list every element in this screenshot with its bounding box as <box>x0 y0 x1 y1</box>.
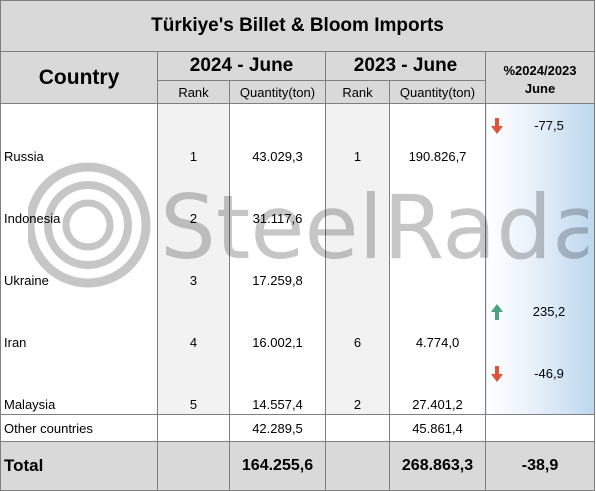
arrow-down-icon <box>491 366 503 382</box>
pct-change-cell <box>484 166 596 228</box>
country-header: Country <box>0 51 158 104</box>
rank-2024-header: Rank <box>157 80 230 104</box>
pct-change-header: %2024/2023 June <box>484 51 596 104</box>
rank-2024-empty <box>157 414 230 442</box>
rank-2023-empty <box>325 414 390 442</box>
quantity-2023 <box>389 228 486 290</box>
total-quantity-2024: 164.255,6 <box>229 441 326 491</box>
rank-2024: 4 <box>157 290 230 352</box>
rank-2023: 1 <box>325 103 390 166</box>
pct-change-cell: 235,2 <box>484 290 596 352</box>
table-row: Indonesia 2 31.117,6 <box>0 166 596 228</box>
period-2024-header: 2024 - June <box>157 51 326 81</box>
table-row: Malaysia 5 14.557,4 2 27.401,2 -46,9 <box>0 352 596 415</box>
pct-change-value: -77,5 <box>534 118 564 133</box>
quantity-2023: 4.774,0 <box>389 290 486 352</box>
total-rank-2024-empty <box>157 441 230 491</box>
quantity-2023 <box>389 166 486 228</box>
quantity-2024: 17.259,8 <box>229 228 326 290</box>
pct-header-line2: June <box>524 81 556 96</box>
arrow-up-icon <box>491 304 503 320</box>
other-quantity-2024: 42.289,5 <box>229 414 326 442</box>
total-label: Total <box>0 441 158 491</box>
rank-2024: 2 <box>157 166 230 228</box>
country-name: Russia <box>0 103 158 166</box>
country-name: Malaysia <box>0 352 158 415</box>
period-2023-header: 2023 - June <box>325 51 486 81</box>
quantity-2023: 27.401,2 <box>389 352 486 415</box>
total-quantity-2023: 268.863,3 <box>389 441 486 491</box>
rank-2024: 3 <box>157 228 230 290</box>
table-row: Russia 1 43.029,3 1 190.826,7 -77,5 <box>0 103 596 166</box>
total-pct-change: -38,9 <box>484 441 596 491</box>
rank-2024: 1 <box>157 103 230 166</box>
pct-change-cell: -46,9 <box>484 352 596 415</box>
quantity-2023: 190.826,7 <box>389 103 486 166</box>
quantity-2024: 31.117,6 <box>229 166 326 228</box>
other-countries-label: Other countries <box>0 414 158 442</box>
other-quantity-2023: 45.861,4 <box>389 414 486 442</box>
rank-2023 <box>325 166 390 228</box>
country-name: Ukraine <box>0 228 158 290</box>
rank-2023: 2 <box>325 352 390 415</box>
pct-change-cell: -77,5 <box>484 103 596 166</box>
rank-2024: 5 <box>157 352 230 415</box>
quantity-2024: 14.557,4 <box>229 352 326 415</box>
quantity-2024: 43.029,3 <box>229 103 326 166</box>
table-row: Ukraine 3 17.259,8 <box>0 228 596 290</box>
rank-2023: 6 <box>325 290 390 352</box>
quantity-2023-header: Quantity(ton) <box>389 80 486 104</box>
quantity-2024-header: Quantity(ton) <box>229 80 326 104</box>
other-countries-row: Other countries 42.289,5 45.861,4 <box>0 414 596 442</box>
rank-2023-header: Rank <box>325 80 390 104</box>
quantity-2024: 16.002,1 <box>229 290 326 352</box>
table-title: Türkiye's Billet & Bloom Imports <box>0 0 596 52</box>
pct-change-cell <box>484 228 596 290</box>
arrow-down-icon <box>491 118 503 134</box>
rank-2023 <box>325 228 390 290</box>
other-pct-empty <box>484 414 596 442</box>
table-row: Iran 4 16.002,1 6 4.774,0 235,2 <box>0 290 596 352</box>
total-row: Total 164.255,6 268.863,3 -38,9 <box>0 441 596 491</box>
pct-change-value: -46,9 <box>534 366 564 381</box>
country-name: Iran <box>0 290 158 352</box>
total-rank-2023-empty <box>325 441 390 491</box>
pct-header-line1: %2024/2023 <box>503 63 577 78</box>
pct-change-value: 235,2 <box>532 304 566 319</box>
country-name: Indonesia <box>0 166 158 228</box>
